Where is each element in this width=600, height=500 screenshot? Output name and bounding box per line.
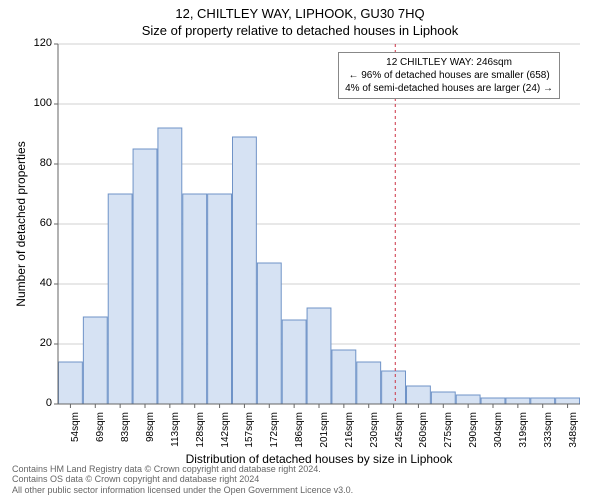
y-tick-label: 80 xyxy=(24,157,52,169)
annotation-line-2: ← 96% of detached houses are smaller (65… xyxy=(345,69,553,82)
y-tick-label: 120 xyxy=(24,37,52,49)
y-tick-label: 20 xyxy=(24,337,52,349)
annotation-line-3: 4% of semi-detached houses are larger (2… xyxy=(345,82,553,95)
chart-container: 12, CHILTLEY WAY, LIPHOOK, GU30 7HQ Size… xyxy=(0,0,600,500)
footer-line-2: Contains OS data © Crown copyright and d… xyxy=(12,474,353,485)
y-tick-label: 0 xyxy=(24,397,52,409)
annotation-box: 12 CHILTLEY WAY: 246sqm ← 96% of detache… xyxy=(338,52,560,99)
address-title: 12, CHILTLEY WAY, LIPHOOK, GU30 7HQ xyxy=(0,0,600,21)
y-tick-label: 40 xyxy=(24,277,52,289)
footer-line-3: All other public sector information lice… xyxy=(12,485,353,496)
footer-line-1: Contains HM Land Registry data © Crown c… xyxy=(12,464,353,475)
subtitle: Size of property relative to detached ho… xyxy=(0,21,600,38)
chart-area: 12 CHILTLEY WAY: 246sqm ← 96% of detache… xyxy=(58,44,580,404)
footer-attribution: Contains HM Land Registry data © Crown c… xyxy=(12,464,353,496)
y-tick-label: 100 xyxy=(24,97,52,109)
annotation-line-1: 12 CHILTLEY WAY: 246sqm xyxy=(345,56,553,69)
y-tick-label: 60 xyxy=(24,217,52,229)
